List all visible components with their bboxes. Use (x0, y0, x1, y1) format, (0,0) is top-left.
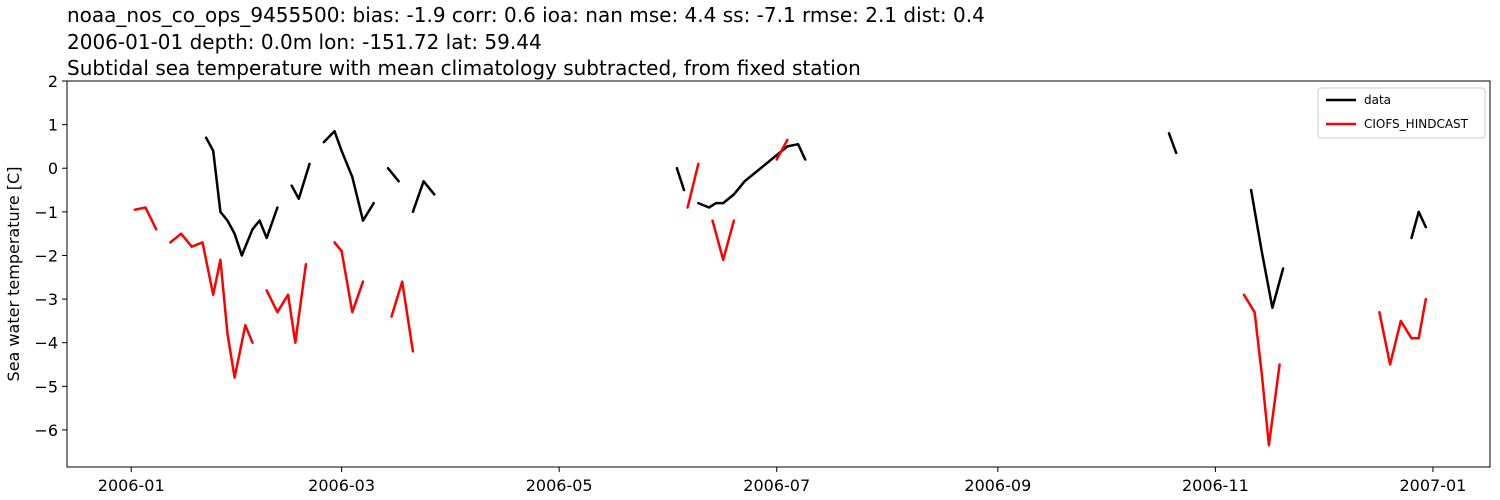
x-tick-label: 2006-07 (743, 476, 810, 495)
y-tick-label: −5 (34, 377, 58, 396)
x-tick-label: 2006-05 (526, 476, 593, 495)
legend-box (1317, 87, 1486, 139)
axes-frame (66, 80, 1491, 468)
y-tick-label: −4 (34, 334, 58, 353)
series-line-ciofs-hindcast (775, 138, 789, 161)
series-line-data (386, 166, 400, 183)
y-tick-label: −1 (34, 203, 58, 222)
series-line-ciofs-hindcast (686, 162, 700, 209)
y-tick-label: −3 (34, 290, 58, 309)
series-line-ciofs-hindcast (390, 280, 415, 353)
series-line-ciofs-hindcast (265, 262, 308, 344)
x-tick-label: 2007-01 (1400, 476, 1467, 495)
series-line-ciofs-hindcast (333, 241, 365, 314)
series-line-data (411, 180, 436, 214)
plot-content (133, 97, 1428, 447)
series-line-ciofs-hindcast (133, 206, 158, 231)
y-tick-label: −2 (34, 246, 58, 265)
series-line-data (1410, 210, 1428, 240)
chart-title-line-1: noaa_nos_co_ops_9455500: bias: -1.9 corr… (67, 3, 985, 27)
chart-title-line-3: Subtidal sea temperature with mean clima… (67, 56, 861, 80)
y-axis-label: Sea water temperature [C] (4, 167, 23, 382)
series-line-data (204, 136, 279, 257)
y-tick-label: 0 (48, 159, 58, 178)
series-line-data (675, 166, 686, 192)
series-line-ciofs-hindcast (1242, 293, 1281, 447)
series-line-ciofs-hindcast (169, 232, 254, 379)
series-line-data (322, 129, 375, 222)
x-axis: 2006-01 2006-03 2006-05 2006-07 2006-09 2006-… (98, 467, 1467, 495)
y-tick-label: 2 (48, 72, 58, 91)
series-line-ciofs-hindcast (1378, 297, 1428, 366)
x-tick-label: 2006-09 (964, 476, 1031, 495)
y-axis: 2 1 0 −1 −2 −3 −4 −5 −6 (34, 72, 67, 440)
series-line-data (1167, 132, 1178, 155)
x-tick-label: 2006-01 (98, 476, 165, 495)
y-tick-label: 1 (48, 116, 58, 135)
series-line-data (1249, 188, 1285, 310)
legend: data CIOFS_HINDCAST (1317, 87, 1486, 139)
series-line-data (290, 162, 311, 201)
series-line-data (697, 142, 807, 209)
chart-title-line-2: 2006-01-01 depth: 0.0m lon: -151.72 lat:… (67, 30, 542, 54)
x-tick-label: 2006-11 (1182, 476, 1249, 495)
series-line-ciofs-hindcast (711, 219, 736, 262)
x-tick-label: 2006-03 (308, 476, 375, 495)
legend-label: CIOFS_HINDCAST (1364, 117, 1469, 131)
y-tick-label: −6 (34, 421, 58, 440)
legend-label: data (1364, 93, 1391, 107)
